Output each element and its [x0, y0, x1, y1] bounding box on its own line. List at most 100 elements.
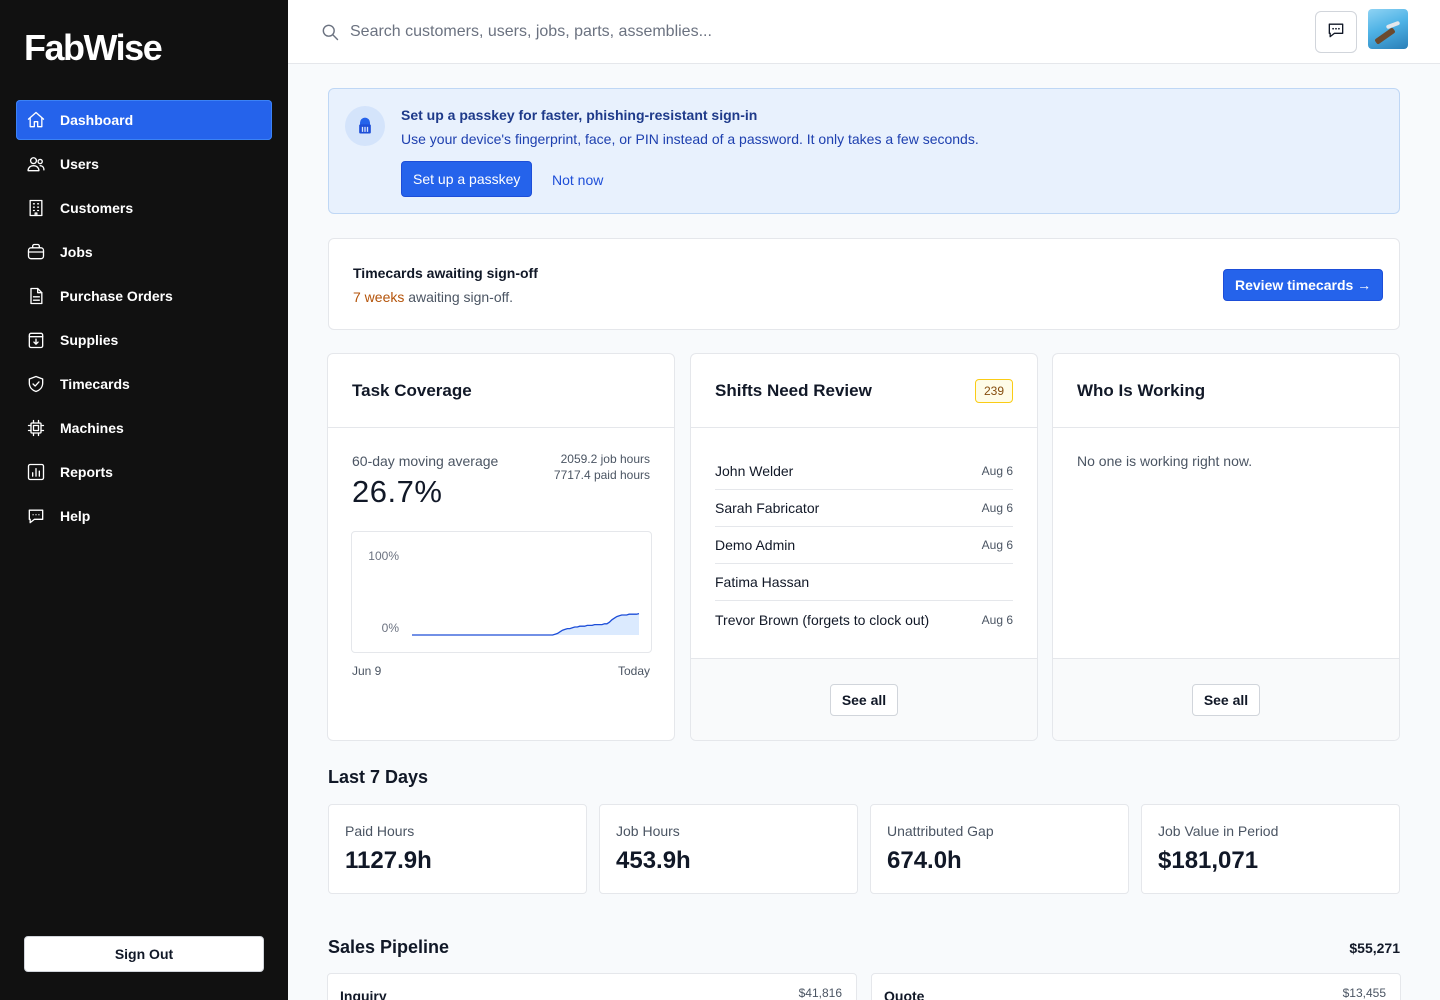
stat-paid-hours: Paid Hours 1127.9h: [328, 804, 587, 894]
sidebar-item-label: Timecards: [60, 376, 130, 392]
shift-name: John Welder: [715, 463, 794, 479]
x-axis-end: Today: [617, 664, 650, 678]
sign-out-button[interactable]: Sign Out: [24, 936, 264, 972]
search-input[interactable]: [350, 18, 1050, 46]
brand-logo[interactable]: FabWise: [24, 27, 163, 68]
sidebar-item-jobs[interactable]: Jobs: [16, 232, 272, 272]
coverage-line: [412, 612, 640, 636]
who-working-see-all-button[interactable]: See all: [1191, 683, 1261, 716]
passkey-banner-text: Use your device's fingerprint, face, or …: [401, 131, 979, 147]
sidebar-item-dashboard[interactable]: Dashboard: [16, 100, 272, 140]
avatar[interactable]: [1368, 9, 1408, 49]
timecards-suffix: awaiting sign-off.: [404, 289, 514, 305]
x-axis-start: Jun 9: [352, 664, 382, 678]
shift-row[interactable]: Fatima Hassan: [715, 564, 1013, 601]
task-coverage-card: Task Coverage 60-day moving average 26.7…: [327, 353, 675, 741]
pipeline-stage-value: $13,455: [1342, 986, 1386, 1000]
shift-name: Demo Admin: [715, 537, 796, 553]
home-icon: [26, 110, 46, 130]
shifts-count-badge: 239: [974, 379, 1013, 403]
stat-job-hours: Job Hours 453.9h: [599, 804, 858, 894]
timecards-card: Timecards awaiting sign-off 7 weeks awai…: [328, 238, 1400, 330]
sidebar-item-users[interactable]: Users: [16, 144, 272, 184]
pipeline-stage-quote[interactable]: Quote $13,455: [871, 973, 1401, 1000]
shift-row[interactable]: Demo Admin Aug 6: [715, 527, 1013, 564]
shift-date: Aug 6: [981, 501, 1013, 515]
pipeline-stage-inquiry[interactable]: Inquiry $41,816: [327, 973, 857, 1000]
pipeline-total: $55,271: [1349, 940, 1400, 956]
cpu-chip-icon: [26, 418, 46, 438]
stat-value: $181,071: [1158, 847, 1259, 874]
sidebar-item-label: Customers: [60, 200, 134, 216]
sidebar-nav: Dashboard Users Customers Jobs Purchase …: [16, 100, 272, 540]
y-tick-0: 0%: [382, 621, 400, 635]
stat-value: 453.9h: [616, 847, 691, 874]
top-bar: [288, 0, 1440, 64]
paid-hours: 7717.4 paid hours: [553, 468, 650, 482]
timecards-weeks: 7 weeks: [353, 289, 405, 305]
timecards-text: 7 weeks awaiting sign-off.: [353, 289, 513, 305]
sidebar-item-label: Machines: [60, 420, 124, 436]
job-hours: 2059.2 job hours: [560, 452, 650, 466]
shift-name: Trevor Brown (forgets to clock out): [715, 611, 930, 628]
stat-label: Job Value in Period: [1158, 823, 1279, 839]
sidebar-item-machines[interactable]: Machines: [16, 408, 272, 448]
sidebar-item-purchase-orders[interactable]: Purchase Orders: [16, 276, 272, 316]
coverage-area: [412, 613, 639, 635]
sidebar-item-label: Help: [60, 508, 91, 524]
search-icon: [320, 22, 340, 42]
passkey-icon: [345, 106, 385, 146]
chat-bubble-icon: [26, 506, 46, 526]
stat-label: Job Hours: [616, 823, 680, 839]
stat-value: 1127.9h: [345, 847, 432, 874]
coverage-chart: 100% 0%: [351, 531, 652, 653]
sidebar-item-reports[interactable]: Reports: [16, 452, 272, 492]
shift-date: Aug 6: [981, 612, 1013, 627]
who-working-empty: No one is working right now.: [1077, 453, 1253, 469]
sidebar-item-label: Supplies: [60, 332, 119, 348]
pipeline-stage-name: Quote: [884, 988, 925, 1000]
coverage-chart-svg: 100% 0%: [368, 549, 640, 636]
bar-chart-icon: [26, 462, 46, 482]
review-timecards-button[interactable]: Review timecards →: [1223, 269, 1384, 301]
shifts-title: Shifts Need Review: [715, 381, 872, 400]
not-now-link[interactable]: Not now: [552, 172, 604, 188]
shift-row[interactable]: Trevor Brown (forgets to clock out) Aug 6: [715, 601, 1013, 638]
shifts-see-all-button[interactable]: See all: [829, 683, 899, 716]
last-7-days-title: Last 7 Days: [328, 767, 429, 787]
sidebar-item-label: Purchase Orders: [60, 288, 173, 304]
chat-icon: [1326, 20, 1346, 45]
passkey-banner: Set up a passkey for faster, phishing-re…: [328, 88, 1400, 214]
shift-name: Sarah Fabricator: [715, 500, 820, 516]
sidebar-item-help[interactable]: Help: [16, 496, 272, 536]
sidebar: FabWise Dashboard Users Customers Jobs P…: [0, 0, 288, 1000]
stat-value: 674.0h: [887, 847, 962, 874]
sales-pipeline-title: Sales Pipeline: [328, 937, 450, 957]
sidebar-item-label: Reports: [60, 464, 113, 480]
sidebar-item-label: Users: [60, 156, 99, 172]
document-icon: [26, 286, 46, 306]
building-icon: [26, 198, 46, 218]
setup-passkey-button[interactable]: Set up a passkey: [401, 161, 533, 197]
shifts-review-card: Shifts Need Review 239 John Welder Aug 6 …: [690, 353, 1038, 741]
shift-list: John Welder Aug 6 Sarah Fabricator Aug 6 D…: [715, 453, 1013, 638]
sidebar-item-customers[interactable]: Customers: [16, 188, 272, 228]
y-tick-100: 100%: [368, 549, 399, 563]
shift-date: Aug 6: [981, 464, 1013, 478]
briefcase-icon: [26, 242, 46, 262]
shift-row[interactable]: John Welder Aug 6: [715, 453, 1013, 490]
stat-unattributed-gap: Unattributed Gap 674.0h: [870, 804, 1129, 894]
shift-date: Aug 6: [981, 538, 1013, 552]
who-is-working-card: Who Is Working No one is working right n…: [1052, 353, 1400, 741]
pipeline-stage-name: Inquiry: [340, 988, 387, 1000]
pipeline-stage-value: $41,816: [798, 986, 842, 1000]
sidebar-item-timecards[interactable]: Timecards: [16, 364, 272, 404]
passkey-banner-title: Set up a passkey for faster, phishing-re…: [401, 107, 758, 123]
archive-box-icon: [26, 330, 46, 350]
shield-check-icon: [26, 374, 46, 394]
shift-name: Fatima Hassan: [715, 574, 810, 590]
sidebar-item-supplies[interactable]: Supplies: [16, 320, 272, 360]
messages-button[interactable]: [1315, 11, 1357, 53]
timecards-title: Timecards awaiting sign-off: [353, 265, 538, 281]
shift-row[interactable]: Sarah Fabricator Aug 6: [715, 490, 1013, 527]
